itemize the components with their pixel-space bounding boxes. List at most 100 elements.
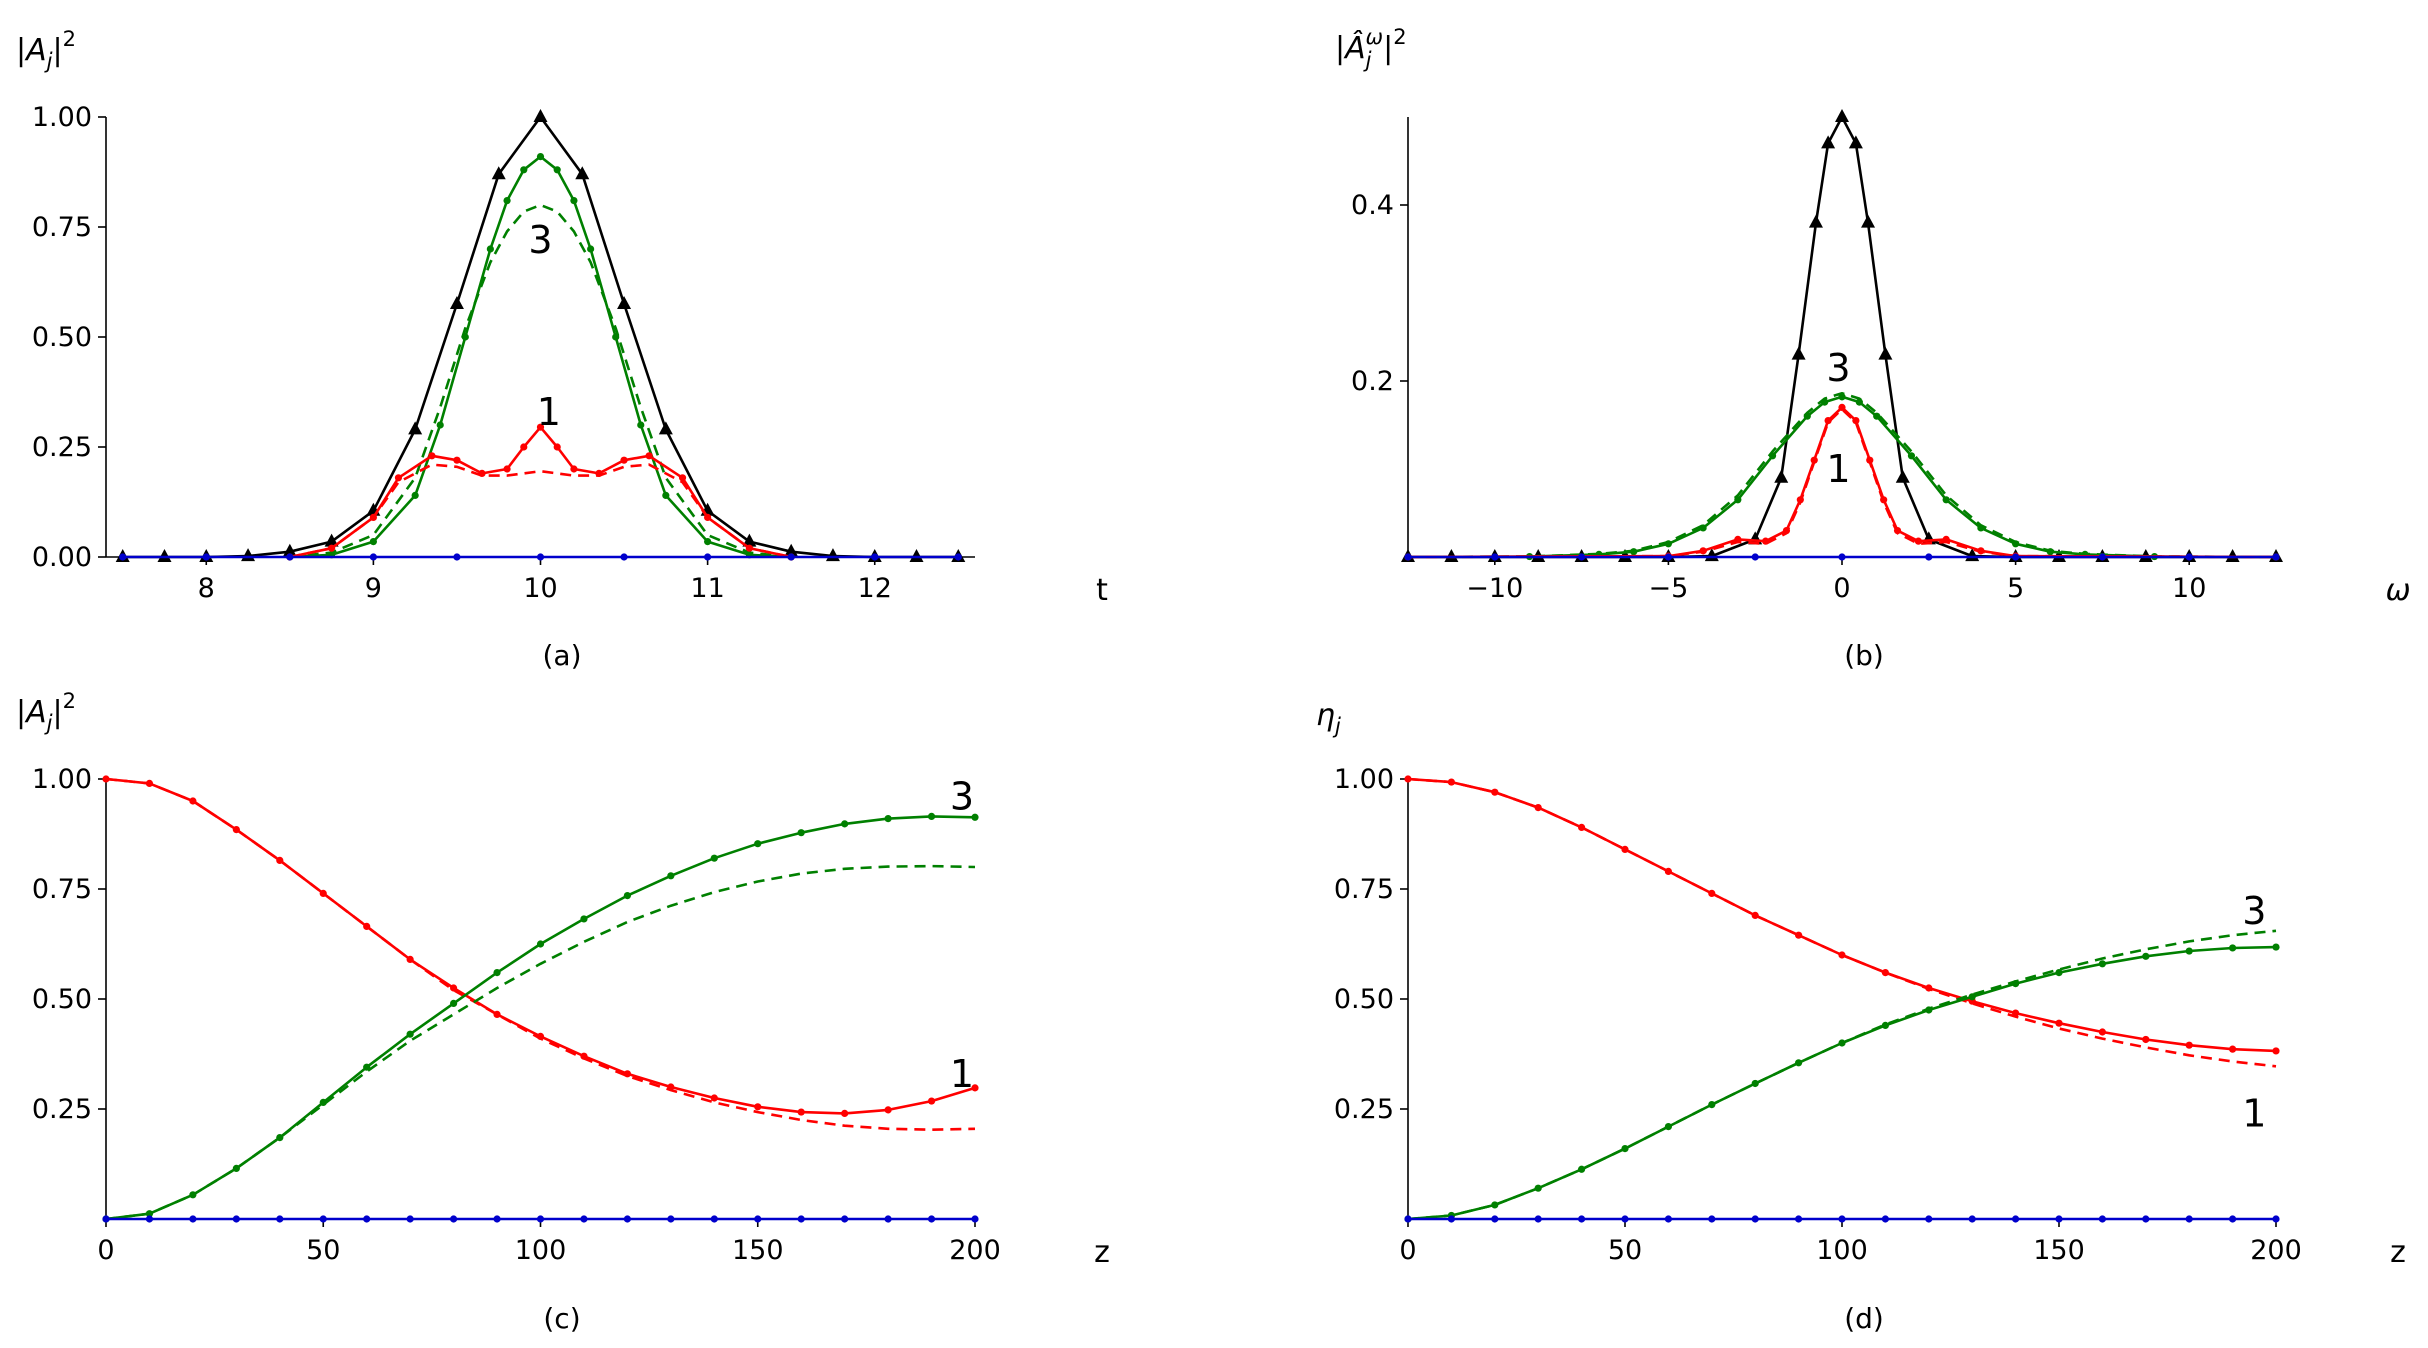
- x-tick-label: 200: [2250, 1235, 2302, 1266]
- data-point-triangle: [909, 549, 924, 562]
- data-point: [363, 1215, 371, 1223]
- data-point: [884, 1106, 892, 1114]
- data-point-triangle: [533, 109, 548, 122]
- data-point: [553, 166, 561, 174]
- y-axis-label-part: η: [1316, 698, 1335, 733]
- x-tick-label: 0: [97, 1235, 114, 1266]
- y-tick-label: 0.50: [1334, 984, 1394, 1015]
- data-point: [536, 553, 545, 561]
- y-tick-label: 0.75: [1334, 874, 1394, 905]
- data-point: [493, 969, 501, 977]
- panel-d: 0 50 100 150 200 0.25 0.50 0.75 1.00 3 1 z ηj (d): [1316, 698, 2406, 1335]
- curve-label: 3: [528, 218, 552, 262]
- data-point: [1404, 1215, 1412, 1223]
- y-axis-label-part: j: [1332, 714, 1341, 738]
- data-point-triangle: [408, 421, 423, 435]
- data-point: [971, 1215, 979, 1223]
- data-point: [411, 491, 419, 499]
- x-axis-label: t: [1096, 573, 1108, 608]
- x-tick-label: 100: [1816, 1235, 1868, 1266]
- data-point: [927, 1097, 936, 1105]
- data-point: [1534, 1215, 1542, 1223]
- data-point: [1925, 1215, 1933, 1223]
- data-point: [884, 815, 892, 823]
- x-tick-label: 150: [2033, 1235, 2085, 1266]
- data-point: [623, 1070, 632, 1078]
- data-point: [493, 1215, 501, 1223]
- x-axis-label: z: [1094, 1235, 1110, 1270]
- data-point: [319, 1215, 327, 1223]
- x-tick-label: 10: [523, 573, 557, 604]
- data-point: [2272, 1215, 2280, 1223]
- data-point: [102, 1215, 110, 1223]
- data-point: [536, 1215, 545, 1223]
- data-point: [1404, 553, 1412, 561]
- data-point: [841, 1215, 849, 1223]
- data-point: [1852, 417, 1860, 425]
- data-point: [2098, 1028, 2106, 1036]
- data-point-triangle: [617, 296, 632, 309]
- x-tick-label: 8: [198, 573, 215, 604]
- y-axis-label-part: |: [52, 33, 62, 68]
- series-line-green-solid: [1407, 945, 2277, 1221]
- data-point: [971, 1084, 979, 1092]
- y-tick-label: 0.00: [32, 542, 92, 573]
- y-axis-label-part: |A: [16, 33, 47, 68]
- data-point: [232, 1215, 240, 1223]
- x-tick-label: −5: [1648, 573, 1688, 604]
- data-point: [2272, 553, 2280, 561]
- data-point: [1751, 1215, 1759, 1223]
- data-point: [620, 553, 628, 561]
- x-tick-label: 150: [732, 1235, 784, 1266]
- data-point: [678, 474, 687, 482]
- x-tick-label: 200: [949, 1235, 1001, 1266]
- data-point-triangle: [575, 166, 590, 180]
- data-point: [587, 245, 595, 253]
- y-axis-label-part: j: [44, 711, 53, 735]
- data-point: [2142, 1035, 2150, 1044]
- data-point: [787, 553, 795, 561]
- y-tick-label: 0.25: [32, 432, 92, 463]
- curve-label: 1: [537, 390, 561, 434]
- data-point: [570, 197, 578, 205]
- curve-label: 1: [2242, 1091, 2266, 1135]
- data-point: [520, 443, 528, 451]
- series-line-green-dashed: [1407, 929, 2277, 1221]
- data-point: [2272, 1047, 2280, 1055]
- y-tick-label: 0.25: [1334, 1094, 1394, 1125]
- data-point: [580, 915, 588, 923]
- data-point: [2229, 944, 2237, 952]
- data-point: [1925, 553, 1933, 561]
- data-point: [1578, 553, 1586, 561]
- y-tick-label: 0.25: [32, 1094, 92, 1125]
- data-point: [2012, 1215, 2020, 1223]
- data-point: [1855, 398, 1863, 406]
- y-tick-label: 1.00: [32, 764, 92, 795]
- data-point: [202, 553, 210, 561]
- data-point: [927, 1215, 936, 1223]
- data-point: [710, 1215, 718, 1223]
- data-point-triangle: [742, 533, 757, 547]
- data-point: [450, 999, 458, 1008]
- y-tick-label: 0.50: [32, 322, 92, 353]
- data-point: [1907, 452, 1916, 460]
- data-point-triangle: [1861, 214, 1876, 228]
- data-point: [145, 1215, 154, 1223]
- y-tick-label: 0.50: [32, 984, 92, 1015]
- data-point: [754, 1215, 762, 1223]
- data-point: [536, 940, 545, 948]
- data-point: [637, 421, 645, 429]
- data-point: [1708, 1215, 1716, 1223]
- data-point: [2142, 1215, 2150, 1223]
- series-line-black: [1408, 115, 2276, 559]
- data-point: [662, 491, 670, 499]
- data-point: [623, 1215, 632, 1223]
- series-line-red-dashed: [105, 777, 976, 1131]
- data-point: [1751, 553, 1759, 561]
- data-point: [754, 1103, 762, 1111]
- data-point: [1795, 1215, 1803, 1223]
- y-axis-label: |Aj|2: [16, 27, 76, 73]
- data-point: [954, 553, 962, 561]
- data-point: [406, 1030, 414, 1038]
- data-point-triangle: [1774, 469, 1789, 483]
